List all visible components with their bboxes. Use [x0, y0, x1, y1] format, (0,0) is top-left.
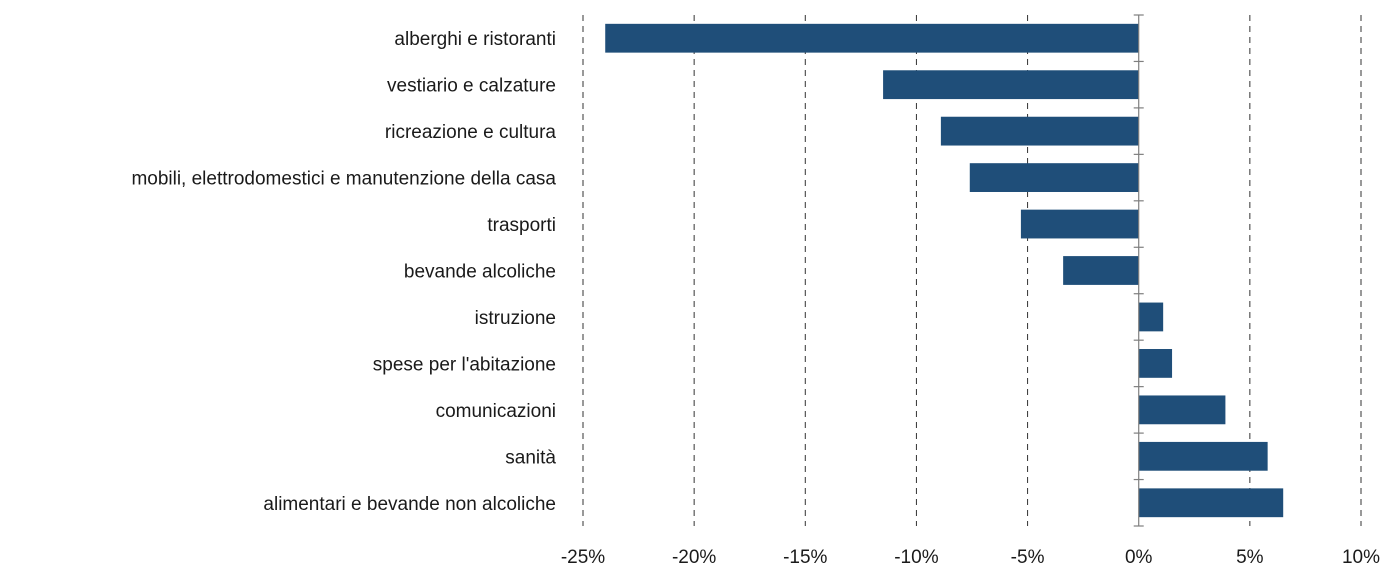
category-label-4: trasporti [487, 215, 556, 236]
category-label-0: alberghi e ristoranti [394, 29, 556, 50]
x-tick-label-1: -20% [672, 547, 716, 568]
category-label-7: spese per l'abitazione [373, 354, 556, 375]
category-label-9: sanità [505, 447, 556, 468]
x-tick-label-0: -25% [561, 547, 605, 568]
bar-8 [1138, 395, 1226, 425]
bar-5 [1063, 256, 1139, 285]
bar-0 [605, 23, 1139, 53]
bar-1 [883, 70, 1139, 100]
x-tick-label-7: 10% [1342, 547, 1380, 568]
x-tick-label-5: 0% [1125, 547, 1153, 568]
category-label-6: istruzione [475, 308, 556, 329]
x-tick-label-3: -10% [894, 547, 938, 568]
x-tick-label-6: 5% [1236, 547, 1264, 568]
category-label-10: alimentari e bevande non alcoliche [263, 494, 556, 515]
bar-6 [1138, 302, 1164, 332]
axis [1133, 14, 1144, 527]
bar-3 [969, 163, 1139, 192]
bar-7 [1138, 349, 1173, 378]
gridlines [582, 15, 1362, 526]
bars [605, 23, 1284, 518]
bar-4 [1020, 209, 1139, 239]
bar-2 [940, 116, 1139, 146]
category-labels: alberghi e ristoranti vestiario e calzatu… [131, 29, 556, 515]
x-tick-label-2: -15% [783, 547, 827, 568]
bar-10 [1138, 488, 1284, 518]
category-label-8: comunicazioni [436, 401, 556, 422]
category-label-2: ricreazione e cultura [385, 122, 557, 143]
x-tick-label-4: -5% [1011, 547, 1045, 568]
tick-labels: -25% -20% -15% -10% -5% 0% 5% 10% [561, 547, 1380, 568]
category-label-1: vestiario e calzature [387, 76, 556, 97]
category-label-3: mobili, elettrodomestici e manutenzione … [131, 169, 556, 190]
category-label-5: bevande alcoliche [404, 262, 556, 283]
bar-9 [1138, 441, 1268, 471]
